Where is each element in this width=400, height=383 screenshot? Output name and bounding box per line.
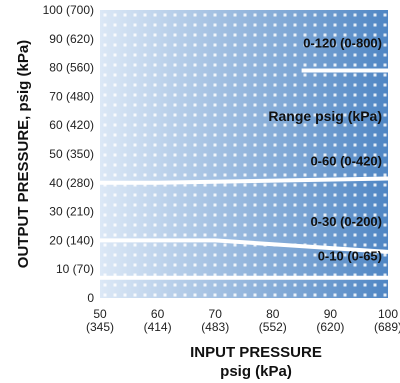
series-labels: 0-120 (0-800) 0-60 (0-420) 0-30 (0-200) 0-1… [303,35,382,263]
y-tick-label-5: 50 (350) [49,147,94,161]
series-label-1: 0-120 (0-800) [303,35,382,50]
y-tick-label-6: 60 (420) [49,118,94,132]
y-tick-label-9: 90 (620) [49,32,94,46]
x-tick-sublabel-1: (414) [144,320,172,334]
x-tick-label-0: 50 [93,307,107,321]
x-tick-label-1: 60 [151,307,165,321]
y-tick-label-3: 30 (210) [49,205,94,219]
series-label-4: 0-10 (0-65) [318,249,382,264]
x-tick-sublabel-5: (689) [374,320,400,334]
x-tick-sublabel-0: (345) [86,320,114,334]
x-tick-label-4: 90 [324,307,338,321]
y-tick-label-10: 100 (700) [43,3,94,17]
plot-area: 0-120 (0-800) 0-60 (0-420) 0-30 (0-200) 0-1… [100,10,389,298]
series-line-2 [100,176,389,185]
y-tick-label-2: 20 (140) [49,233,94,247]
x-axis-ticks: 50(345) 60(414) 70(483) 80(552) 90(620) 100(6… [86,307,400,334]
series-label-3: 0-30 (0-200) [310,214,382,229]
y-tick-label-7: 70 (480) [49,89,94,103]
series-lines [100,68,389,280]
x-axis-title: INPUT PRESSURE [190,344,322,361]
x-tick-label-2: 70 [209,307,223,321]
x-tick-label-3: 80 [266,307,280,321]
y-tick-label-1: 10 (70) [56,262,94,276]
x-axis-title-unit: psig (kPa) [220,363,292,380]
x-tick-label-5: 100 [378,307,398,321]
y-axis-title: OUTPUT PRESSURE, psig (kPa) [15,40,32,268]
series-label-2: 0-60 (0-420) [310,154,382,169]
y-axis-ticks: 0 10 (70) 20 (140) 30 (210) 40 (280) 50 (350)… [43,3,95,305]
x-tick-sublabel-3: (552) [259,320,287,334]
y-tick-label-0: 0 [87,291,94,305]
x-tick-sublabel-4: (620) [316,320,344,334]
x-tick-sublabel-2: (483) [201,320,229,334]
y-tick-label-8: 80 (560) [49,61,94,75]
y-tick-label-4: 40 (280) [49,176,94,190]
series-line-3 [100,238,389,254]
legend-title: Range psig (kPa) [268,108,382,124]
